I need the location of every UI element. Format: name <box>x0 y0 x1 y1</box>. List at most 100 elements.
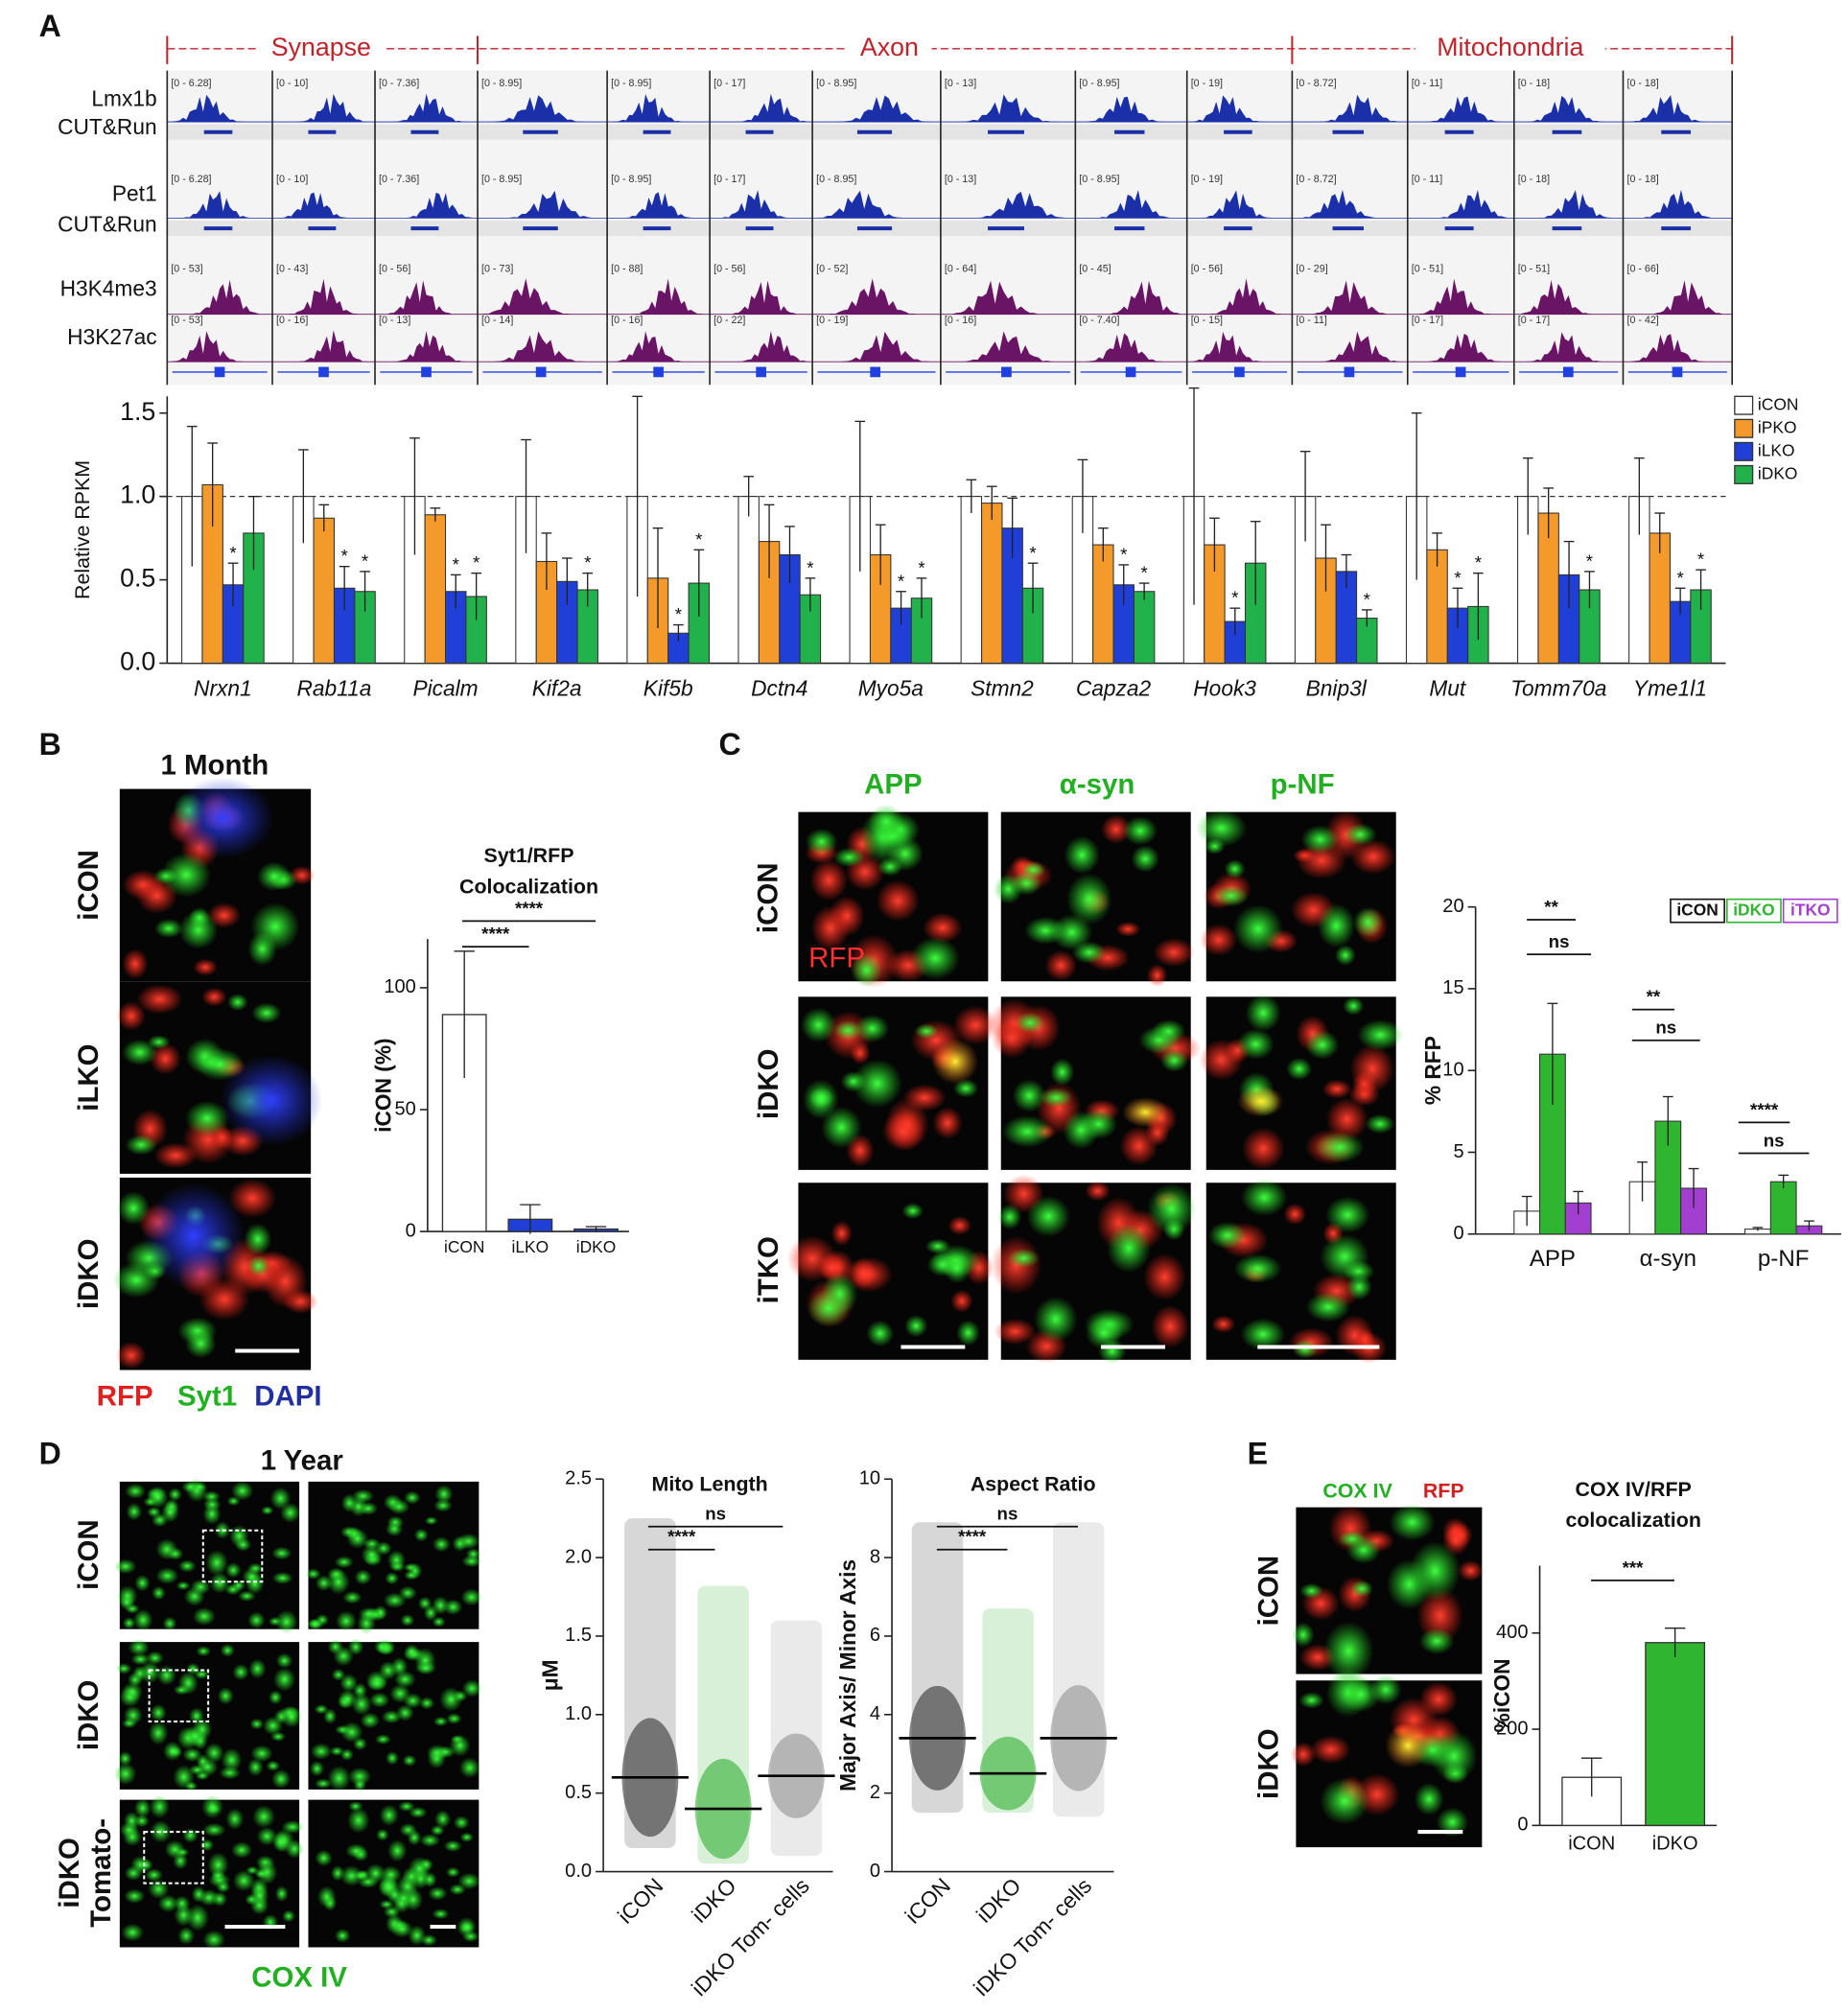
track-range-label: [0 - 10] <box>276 78 308 89</box>
y-tick-label: 0.0 <box>120 647 155 676</box>
micrograph-signal <box>177 1927 195 1945</box>
micrograph-signal <box>386 1550 407 1570</box>
bar <box>1092 544 1114 665</box>
micrograph-signal <box>413 1528 429 1542</box>
micrograph-signal <box>374 1639 390 1654</box>
micrograph-signal <box>342 1590 363 1604</box>
x-tick-label: Kif2a <box>532 676 582 701</box>
micrograph-signal <box>118 1751 132 1767</box>
micrograph-signal <box>148 1721 169 1745</box>
micrograph-signal <box>1409 1540 1462 1601</box>
x-tick-label: iLKO <box>512 1237 550 1256</box>
significance: * <box>1364 589 1370 609</box>
exon <box>1234 366 1245 378</box>
x-tick-label: iCON <box>613 1873 668 1929</box>
track-range-label: [0 - 53] <box>171 264 202 275</box>
significance: * <box>229 543 236 563</box>
track-signal <box>274 192 373 219</box>
legend-box <box>1670 898 1725 924</box>
micrograph-signal <box>116 1663 132 1674</box>
micrograph-signal <box>456 1533 480 1550</box>
track-range-label: [0 - 7.36] <box>379 174 419 185</box>
exon <box>214 366 225 378</box>
track-range-label: [0 - 16] <box>945 315 976 326</box>
micrograph-signal <box>150 1703 167 1722</box>
micrograph-signal <box>134 1574 151 1592</box>
micrograph-signal <box>119 1594 135 1610</box>
y-tick-label: 0 <box>1517 1815 1528 1836</box>
micrograph-signal <box>270 1731 287 1742</box>
micrograph-signal <box>383 1592 407 1609</box>
track-signal <box>712 190 810 219</box>
micrograph-signal <box>164 1839 186 1860</box>
track-signal <box>377 280 476 315</box>
track-signal <box>1295 189 1406 219</box>
track-range-label: [0 - 8.95] <box>1079 78 1119 89</box>
micrograph-signal <box>252 1805 275 1829</box>
micrograph-signal <box>247 1611 266 1629</box>
roi-box <box>148 1669 210 1723</box>
y-tick-label: 1.0 <box>565 1703 592 1724</box>
micrograph-signal <box>250 902 300 951</box>
track-signal <box>609 94 708 123</box>
micrograph-signal <box>1315 1132 1365 1163</box>
y-axis-label: iCON (%) <box>371 1038 396 1132</box>
micrograph-signal <box>1237 1085 1284 1117</box>
track-signal <box>1626 189 1730 219</box>
track-signal <box>814 278 939 315</box>
track-signal <box>480 190 605 219</box>
micrograph-signal <box>925 1238 950 1254</box>
micrograph-signal <box>389 1683 410 1703</box>
track-range-label: [0 - 66] <box>1626 264 1658 275</box>
y-tick-label: 1.5 <box>120 397 155 426</box>
micrograph-signal <box>1353 906 1384 938</box>
micrograph-signal <box>809 859 849 902</box>
micrograph-signal <box>1458 1559 1484 1581</box>
micrograph-signal <box>231 1481 254 1501</box>
micrograph-signal <box>1286 1057 1313 1081</box>
micrograph-signal <box>390 1920 413 1938</box>
panel-label: E <box>1248 1437 1268 1471</box>
y-tick-label: 0.5 <box>120 564 155 593</box>
roi-box <box>201 1529 264 1583</box>
micrograph-signal <box>327 1765 351 1792</box>
track-signal <box>377 331 476 363</box>
track-signal <box>1410 278 1512 315</box>
track-signal <box>712 280 810 315</box>
significance: * <box>1120 545 1127 565</box>
y-tick-label: 5 <box>1453 1141 1463 1162</box>
image-row-label: iDKO <box>73 1238 105 1309</box>
significance: * <box>1029 543 1036 563</box>
micrograph-signal <box>122 1617 136 1629</box>
image-row-label: iCON <box>753 863 784 934</box>
micrograph-signal <box>403 1887 424 1911</box>
micrograph-signal <box>1147 1183 1197 1235</box>
panel-label: C <box>718 727 740 761</box>
track-range-label: [0 - 18] <box>1518 174 1550 185</box>
micrograph-signal <box>251 1002 282 1024</box>
x-tick-label: Nrxn1 <box>194 676 252 701</box>
track-band <box>167 124 1733 140</box>
micrograph-signal <box>866 1320 895 1347</box>
x-tick-label: iCON <box>900 1873 955 1929</box>
bar <box>1133 591 1156 665</box>
micrograph-signal <box>161 852 212 898</box>
micrograph-signal <box>850 1042 871 1065</box>
chart-title: Mito Length <box>652 1473 768 1496</box>
micrograph-signal <box>914 1023 939 1040</box>
micrograph-signal <box>202 1498 222 1511</box>
legend-swatch <box>1734 395 1754 415</box>
micrograph-signal <box>445 1866 460 1878</box>
micrograph-signal <box>124 1888 146 1904</box>
micrograph-signal <box>125 1483 146 1499</box>
micrograph-signal <box>167 1547 184 1560</box>
y-axis-label: Relative RPKM <box>71 460 94 599</box>
micrograph-signal <box>199 1838 215 1852</box>
micrograph-signal <box>449 1734 471 1757</box>
track-range-label: [0 - 7.40] <box>1079 315 1119 326</box>
micrograph-signal <box>358 1501 379 1515</box>
micrograph-signal <box>331 1668 346 1681</box>
micrograph-signal <box>419 1697 435 1710</box>
track-signal <box>1410 333 1512 363</box>
